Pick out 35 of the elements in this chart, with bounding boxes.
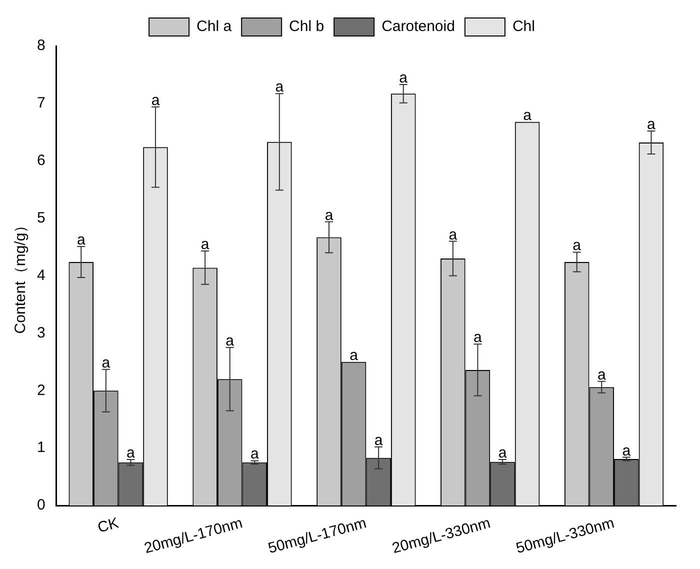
legend-label: Chl a	[196, 18, 232, 36]
data-label: a	[76, 231, 86, 248]
data-label: a	[498, 444, 508, 462]
y-tick-label: 6	[37, 152, 46, 170]
data-label: a	[200, 236, 210, 254]
data-label: a	[597, 366, 606, 384]
data-label: a	[399, 69, 408, 86]
data-label: a	[523, 106, 532, 124]
data-label: a	[126, 444, 136, 462]
data-label: a	[374, 432, 384, 449]
y-tick-label: 4	[37, 266, 46, 284]
data-label: a	[275, 78, 284, 96]
x-tick-label: CK	[96, 514, 120, 536]
y-tick-label: 1	[37, 439, 46, 456]
y-tick-label: 2	[37, 382, 46, 399]
data-label: a	[622, 442, 632, 460]
legend-label: Carotenoid	[382, 18, 455, 36]
data-label: a	[572, 237, 582, 254]
legend-label: Chl b	[289, 18, 324, 36]
y-tick-label: 0	[37, 496, 46, 514]
y-tick-label: 5	[37, 209, 46, 226]
data-label: a	[324, 206, 334, 224]
data-label: a	[102, 354, 111, 372]
data-label: a	[151, 92, 160, 109]
data-label: a	[250, 446, 260, 463]
data-label: a	[226, 332, 235, 350]
data-label: a	[474, 329, 483, 346]
y-axis-title: Content（mg/g）	[12, 218, 30, 334]
data-label: a	[350, 346, 359, 364]
y-tick-label: 7	[37, 94, 46, 112]
data-label: a	[448, 226, 458, 244]
legend-label: Chl	[512, 18, 535, 36]
y-tick-label: 8	[37, 37, 46, 54]
data-label: a	[647, 116, 656, 134]
y-tick-label: 3	[37, 324, 46, 342]
